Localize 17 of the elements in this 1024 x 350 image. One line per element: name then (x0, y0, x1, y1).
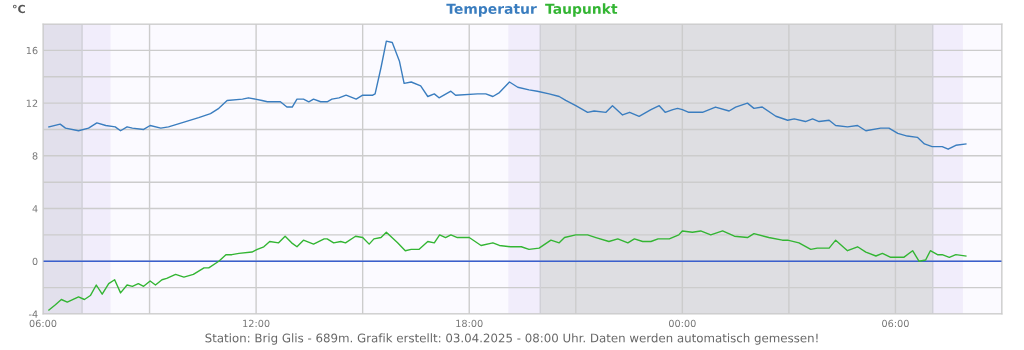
y-tick-label: -4 (28, 310, 38, 318)
x-tick-label: 00:00 (668, 319, 696, 328)
y-tick-label: 0 (32, 257, 38, 266)
y-tick-label: 16 (26, 46, 38, 55)
x-tick-label: 06:00 (29, 319, 57, 328)
line-series (48, 230, 967, 311)
y-tick-label: 4 (32, 205, 38, 213)
text: Temperatur (446, 3, 537, 17)
x-tick-label: 18:00 (456, 319, 483, 328)
x-tick-label: 12:00 (243, 319, 270, 328)
x-tick-label: 06:00 (882, 319, 909, 328)
text: Station: Brig Glis - 689m. Grafik erstellt: 03.04.2025 - 08:00 Uhr. Daten werden automatisch gemessen! (205, 333, 818, 345)
text: Taupunkt (545, 3, 618, 17)
y-tick-label: 8 (32, 152, 38, 160)
y-tick-label: 12 (26, 99, 38, 107)
y-axis-title: °C (12, 4, 25, 14)
line-series (48, 40, 967, 150)
